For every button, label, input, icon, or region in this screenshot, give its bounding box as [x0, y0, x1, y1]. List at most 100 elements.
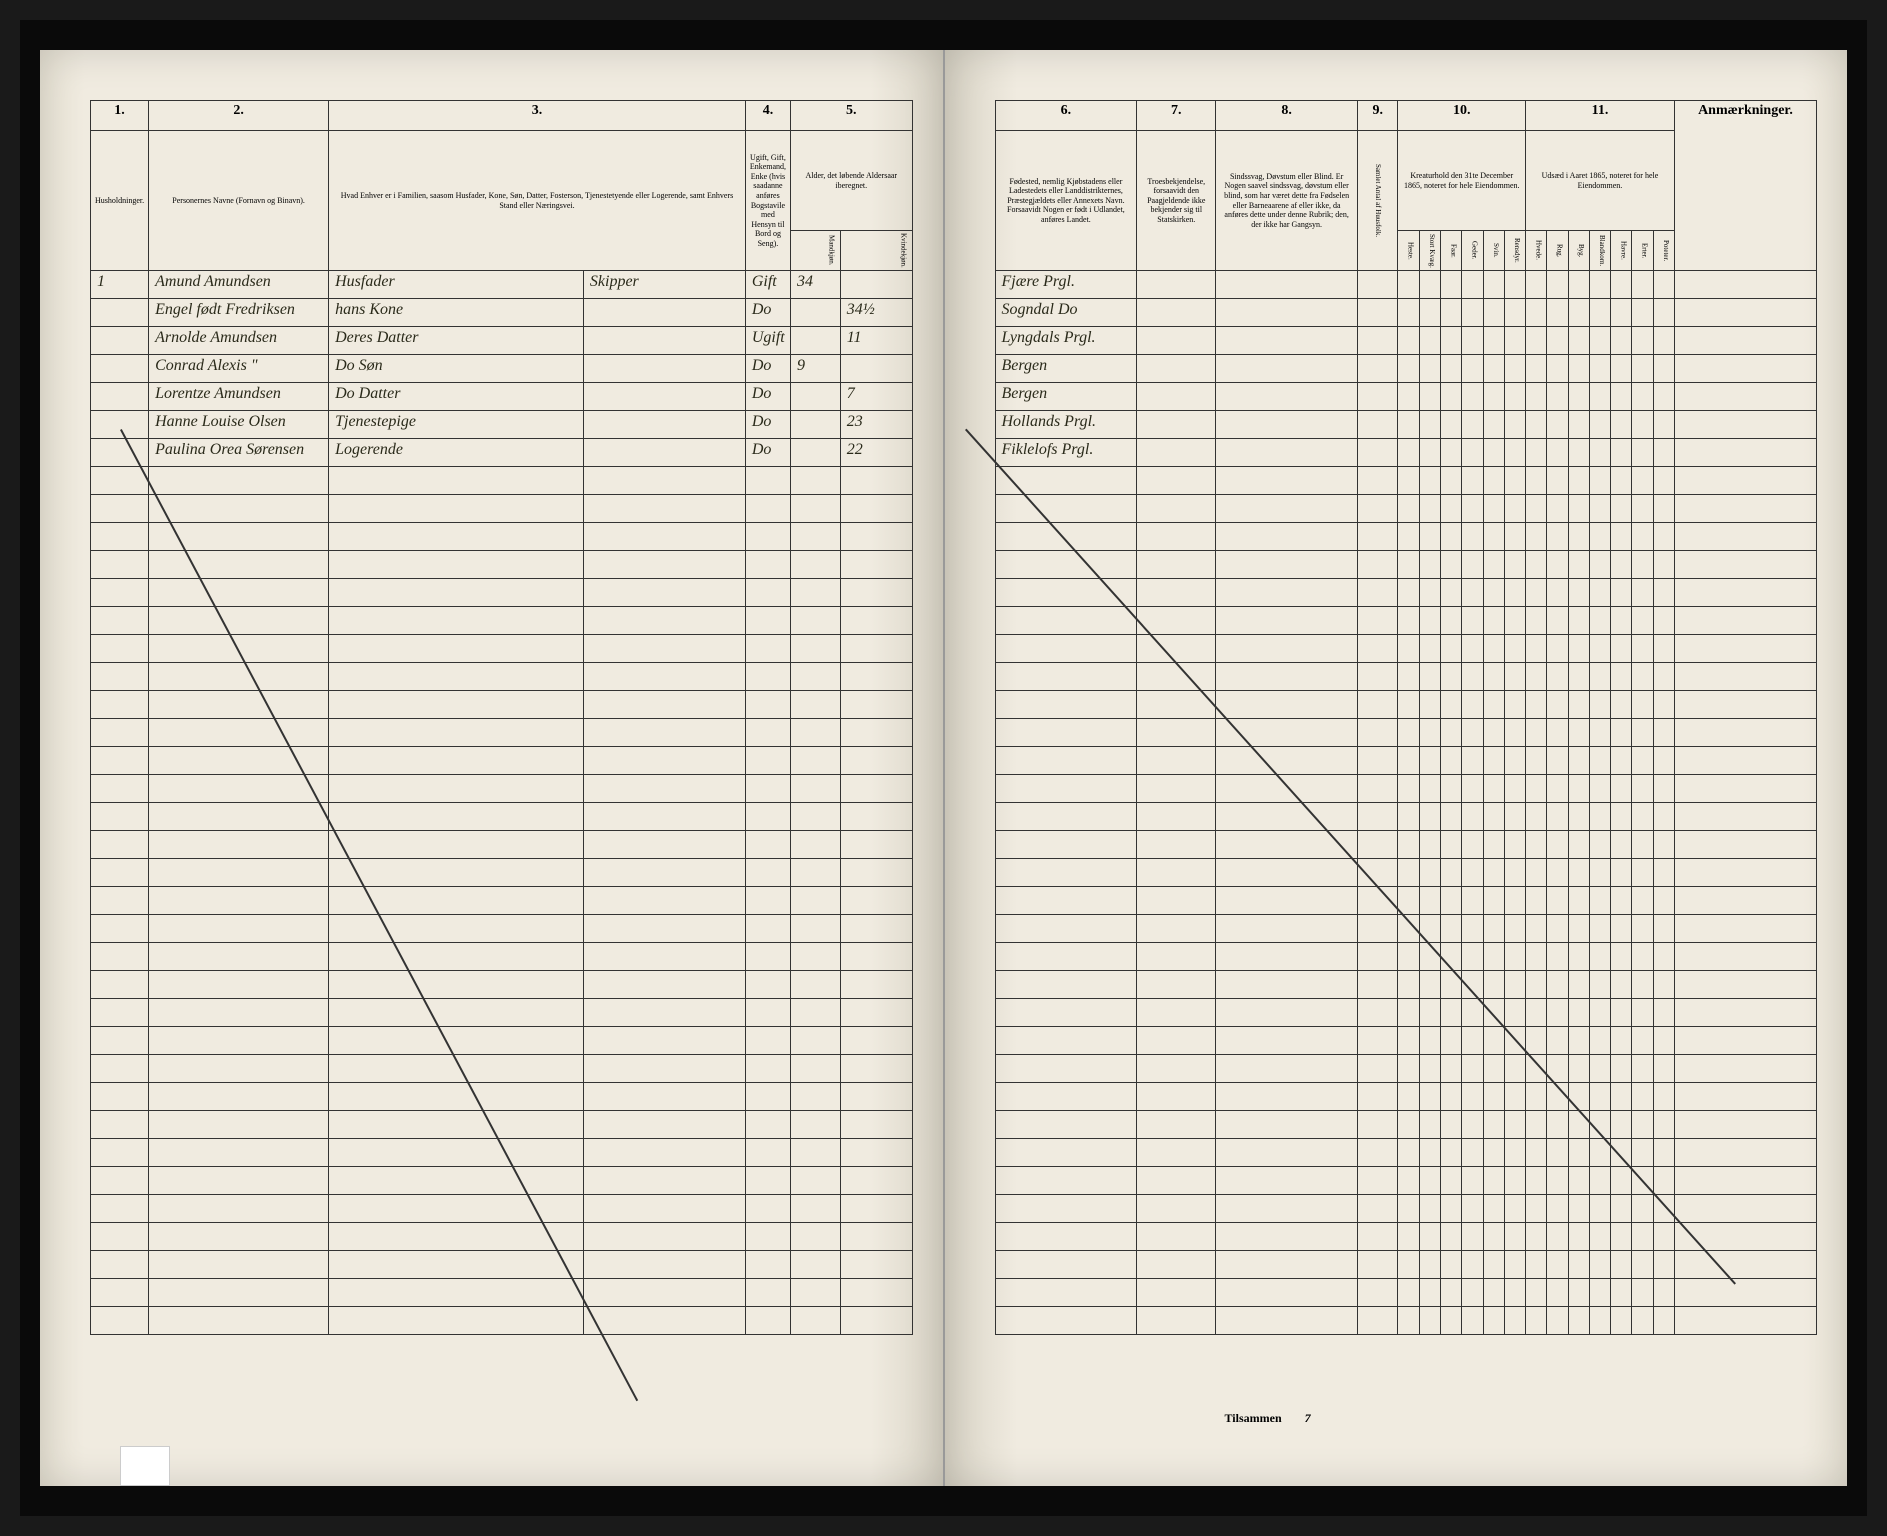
table-row — [995, 887, 1817, 915]
table-row — [91, 1279, 913, 1307]
cell-status: Gift — [745, 271, 790, 299]
table-row — [995, 579, 1817, 607]
cell-age-m: 9 — [791, 355, 841, 383]
header-antal: Samlet Antal af Huusfolk. — [1358, 131, 1398, 271]
table-row — [995, 635, 1817, 663]
table-row — [91, 1055, 913, 1083]
census-table-right: 6. 7. 8. 9. 10. 11. Anmærkninger. Fødest… — [995, 100, 1818, 1335]
header-anm: Anmærkninger. — [1674, 101, 1816, 271]
cell-num — [91, 411, 149, 439]
table-row — [995, 775, 1817, 803]
cell-age-m — [791, 383, 841, 411]
cell-name: Conrad Alexis " — [149, 355, 329, 383]
header-status: Ugift, Gift, Enkemand, Enke (hvis saadan… — [745, 131, 790, 271]
table-row — [995, 803, 1817, 831]
table-row — [995, 1027, 1817, 1055]
table-row — [91, 775, 913, 803]
subcol-udsaed: Havre. — [1611, 231, 1632, 271]
cell-num: 1 — [91, 271, 149, 299]
col-2-num: 2. — [149, 101, 329, 131]
subcol-kreatur: Stort Kvæg. — [1419, 231, 1440, 271]
cell-birthplace: Bergen — [995, 355, 1137, 383]
cell-status: Do — [745, 355, 790, 383]
table-row — [91, 971, 913, 999]
table-row — [91, 1195, 913, 1223]
cell-status: Do — [745, 411, 790, 439]
cell-age-m — [791, 299, 841, 327]
cell-age-f: 23 — [840, 411, 912, 439]
cell-role1: Logerende — [329, 439, 584, 467]
cell-birthplace: Bergen — [995, 383, 1137, 411]
cell-status: Do — [745, 299, 790, 327]
table-row — [91, 523, 913, 551]
cell-birthplace: Sogndal Do — [995, 299, 1137, 327]
cell-role2: Skipper — [583, 271, 745, 299]
table-row — [995, 943, 1817, 971]
cell-num — [91, 299, 149, 327]
left-page: 1. 2. 3. 4. 5. Husholdninger. Personerne… — [40, 50, 945, 1486]
col-11-num: 11. — [1526, 101, 1675, 131]
col-4-num: 4. — [745, 101, 790, 131]
cell-role2 — [583, 383, 745, 411]
table-row — [91, 607, 913, 635]
cell-status: Ugift — [745, 327, 790, 355]
subcol-kreatur: Geder. — [1462, 231, 1483, 271]
col-7-num: 7. — [1137, 101, 1216, 131]
table-row — [91, 1083, 913, 1111]
cell-age-f — [840, 271, 912, 299]
table-row — [91, 887, 913, 915]
table-row — [91, 1307, 913, 1335]
table-row — [995, 1111, 1817, 1139]
table-row — [995, 1167, 1817, 1195]
table-row — [995, 1139, 1817, 1167]
col-6-num: 6. — [995, 101, 1137, 131]
subcol-kreatur: Svin. — [1483, 231, 1504, 271]
tilsammen-value: 7 — [1305, 1411, 1311, 1425]
subcol-udsaed: Poteter. — [1653, 231, 1674, 271]
table-row — [995, 747, 1817, 775]
table-row: Bergen — [995, 355, 1817, 383]
cell-birthplace: Hollands Prgl. — [995, 411, 1137, 439]
cell-num — [91, 355, 149, 383]
subcol-kreatur: Heste. — [1398, 231, 1419, 271]
cell-role2 — [583, 299, 745, 327]
subcol-udsaed: Byg. — [1568, 231, 1589, 271]
table-row — [91, 831, 913, 859]
cell-role2 — [583, 439, 745, 467]
header-sinds: Sindssvag, Døvstum eller Blind. Er Nogen… — [1216, 131, 1358, 271]
table-row — [995, 663, 1817, 691]
cell-status: Do — [745, 439, 790, 467]
table-row — [91, 1251, 913, 1279]
cell-name: Paulina Orea Sørensen — [149, 439, 329, 467]
table-row — [995, 1083, 1817, 1111]
header-alder: Alder, det løbende Aldersaar iberegnet. — [791, 131, 912, 231]
table-row — [995, 523, 1817, 551]
table-row — [91, 1223, 913, 1251]
cell-age-f: 7 — [840, 383, 912, 411]
table-row — [995, 1279, 1817, 1307]
cell-role1: Tjenestepige — [329, 411, 584, 439]
table-row: Bergen — [995, 383, 1817, 411]
subcol-udsaed: Blandkorn. — [1589, 231, 1610, 271]
header-kvinde: Kvindekjøn. — [840, 231, 912, 271]
col-8-num: 8. — [1216, 101, 1358, 131]
table-row — [995, 999, 1817, 1027]
cell-age-f — [840, 355, 912, 383]
table-row — [91, 691, 913, 719]
table-row — [995, 691, 1817, 719]
cell-name: Hanne Louise Olsen — [149, 411, 329, 439]
cell-role2 — [583, 355, 745, 383]
table-row: Lorentze Amundsen Do Datter Do 7 — [91, 383, 913, 411]
table-row — [91, 1111, 913, 1139]
header-kreatur: Kreaturhold den 31te December 1865, note… — [1398, 131, 1526, 231]
header-husholdninger: Husholdninger. — [91, 131, 149, 271]
subcol-udsaed: Erter. — [1632, 231, 1653, 271]
cell-age-m — [791, 411, 841, 439]
table-row — [91, 551, 913, 579]
table-row — [91, 663, 913, 691]
table-row: Sogndal Do — [995, 299, 1817, 327]
cell-status: Do — [745, 383, 790, 411]
cell-age-m — [791, 327, 841, 355]
cell-role1: hans Kone — [329, 299, 584, 327]
cell-birthplace: Fiklelofs Prgl. — [995, 439, 1137, 467]
